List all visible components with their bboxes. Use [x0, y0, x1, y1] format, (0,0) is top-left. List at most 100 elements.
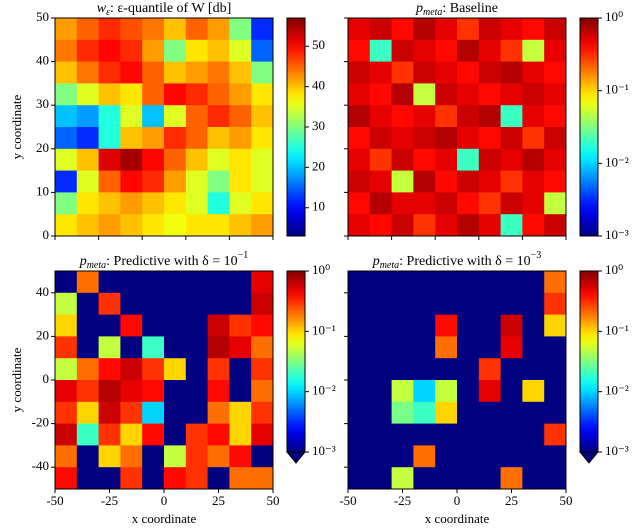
- heatmap-cell: [185, 380, 208, 403]
- heatmap-cell: [185, 445, 208, 468]
- heatmap-cell: [391, 127, 414, 150]
- heatmap-cell: [457, 214, 480, 237]
- y-tick-label: -40: [32, 458, 49, 473]
- heatmap-cell: [522, 380, 545, 403]
- colorbar: [286, 17, 306, 237]
- heatmap-cell: [207, 401, 230, 424]
- heatmap-cell: [185, 271, 208, 294]
- heatmap-cell: [55, 18, 78, 41]
- heatmap-cell: [348, 401, 371, 424]
- x-tick-label: -25: [394, 493, 411, 508]
- x-tick-label: -50: [46, 493, 63, 508]
- heatmap-cell: [544, 192, 567, 215]
- heatmap-cell: [522, 423, 545, 446]
- heatmap-cell: [142, 214, 165, 237]
- heatmap-cell: [98, 401, 121, 424]
- heatmap-cell: [164, 380, 187, 403]
- heatmap-cell: [229, 336, 252, 359]
- heatmap-cell: [391, 214, 414, 237]
- heatmap-cell: [435, 271, 458, 294]
- y-tick-label: 40: [36, 53, 49, 68]
- heatmap-cell: [348, 292, 371, 315]
- heatmap-cell: [251, 170, 274, 193]
- heatmap-cell: [142, 61, 165, 84]
- heatmap-cell: [142, 314, 165, 337]
- heatmap-cell: [413, 61, 436, 84]
- heatmap-cell: [413, 358, 436, 381]
- heatmap-cell: [413, 380, 436, 403]
- heatmap-cell: [457, 336, 480, 359]
- heatmap-cell: [391, 336, 414, 359]
- heatmap-cell: [500, 127, 523, 150]
- heatmap-cell: [98, 214, 121, 237]
- heatmap-cell: [369, 39, 392, 62]
- heatmap-cell: [164, 271, 187, 294]
- colorbar-tick-label: 10⁻³: [605, 227, 629, 242]
- colorbar-tick-label: 10⁻²: [605, 383, 629, 398]
- panel-title: pmeta: Predictive with δ = 10−3: [372, 250, 542, 271]
- heatmap-cell: [207, 314, 230, 337]
- heatmap-cell: [457, 83, 480, 106]
- heatmap-cell: [185, 61, 208, 84]
- heatmap-cell: [120, 61, 143, 84]
- x-tick-label: 50: [267, 493, 280, 508]
- colorbar-tick-label: 10⁻³: [605, 443, 629, 458]
- heatmap-cell: [435, 423, 458, 446]
- heatmap-cell: [98, 170, 121, 193]
- heatmap-cell: [164, 83, 187, 106]
- heatmap-cell: [369, 127, 392, 150]
- heatmap-cell: [98, 148, 121, 171]
- x-axis-label: x coordinate: [425, 511, 490, 526]
- heatmap-cell: [120, 467, 143, 490]
- heatmap-cell: [500, 423, 523, 446]
- heatmap-cell: [142, 380, 165, 403]
- heatmap-cell: [457, 445, 480, 468]
- heatmap-cell: [55, 148, 78, 171]
- heatmap-cell: [522, 83, 545, 106]
- colorbar-tick-label: 10⁻¹: [605, 82, 629, 97]
- title-superscript: −3: [531, 250, 542, 261]
- heatmap-cell: [348, 170, 371, 193]
- heatmap-cell: [413, 445, 436, 468]
- heatmap-cell: [435, 18, 458, 41]
- heatmap-cell: [164, 401, 187, 424]
- heatmap-cell: [164, 314, 187, 337]
- heatmap-cell: [142, 467, 165, 490]
- y-axis-label: y coordinate: [9, 347, 24, 412]
- colorbar-tick-label: 40: [312, 78, 325, 93]
- heatmap-cell: [348, 39, 371, 62]
- x-axis-label: x coordinate: [132, 511, 197, 526]
- colorbar-tick-label: 10⁻²: [605, 154, 629, 169]
- heatmap-cell: [185, 39, 208, 62]
- heatmap-cell: [98, 105, 121, 128]
- heatmap-cell: [457, 39, 480, 62]
- heatmap-cell: [478, 401, 501, 424]
- heatmap-cell: [413, 423, 436, 446]
- heatmap-cell: [120, 127, 143, 150]
- heatmap-cell: [251, 18, 274, 41]
- heatmap-cell: [391, 292, 414, 315]
- heatmap-cell: [229, 445, 252, 468]
- heatmap-cell: [478, 271, 501, 294]
- heatmap-cell: [544, 271, 567, 294]
- heatmap-cell: [369, 18, 392, 41]
- heatmap-cell: [522, 271, 545, 294]
- heatmap-cell: [229, 18, 252, 41]
- heatmap-cell: [391, 105, 414, 128]
- heatmap-cell: [522, 401, 545, 424]
- heatmap-cell: [55, 314, 78, 337]
- heatmap-cell: [207, 358, 230, 381]
- heatmap-cell: [251, 380, 274, 403]
- heatmap-cell: [207, 39, 230, 62]
- heatmap-cell: [457, 148, 480, 171]
- x-tick-label: 25: [212, 493, 225, 508]
- heatmap-cell: [369, 401, 392, 424]
- heatmap-cell: [207, 148, 230, 171]
- heatmap-cell: [457, 423, 480, 446]
- heatmap-cell: [348, 148, 371, 171]
- heatmap-cell: [120, 148, 143, 171]
- heatmap-cell: [435, 170, 458, 193]
- heatmap-cell: [120, 380, 143, 403]
- heatmap-cell: [522, 18, 545, 41]
- heatmap-cell: [457, 314, 480, 337]
